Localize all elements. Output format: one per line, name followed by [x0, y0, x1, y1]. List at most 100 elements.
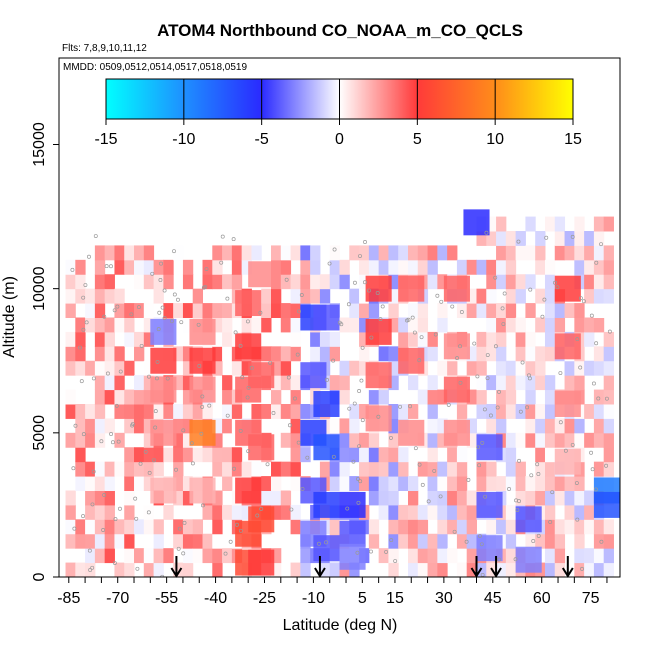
- background-cell: [271, 303, 282, 318]
- background-cell: [241, 317, 252, 333]
- colorbar: -15 -10 -5 0 5 10 15: [94, 78, 582, 148]
- background-cell: [574, 562, 585, 577]
- background-cell: [535, 360, 546, 376]
- background-cell: [574, 216, 585, 232]
- background-cell: [544, 418, 556, 434]
- background-cell: [486, 259, 497, 275]
- track-point: [220, 234, 225, 239]
- background-cell: [603, 259, 614, 275]
- x-tick-label: -55: [155, 590, 178, 607]
- background-cell: [94, 548, 106, 564]
- background-cell: [447, 548, 458, 564]
- background-cell: [143, 504, 155, 520]
- background-cell: [388, 346, 399, 362]
- background-cell: [496, 317, 507, 333]
- data-cell: [150, 477, 177, 504]
- background-cell: [182, 303, 194, 318]
- track-point: [375, 290, 380, 295]
- track-point: [162, 316, 167, 321]
- background-cell: [182, 418, 194, 434]
- background-cell: [437, 317, 448, 333]
- background-cell: [231, 259, 243, 275]
- track-point: [102, 314, 107, 319]
- arrow-head: [314, 567, 326, 578]
- background-cell: [222, 331, 233, 347]
- data-cell: [339, 491, 366, 518]
- background-cell: [182, 259, 194, 275]
- background-cell: [515, 490, 526, 506]
- background-cell: [124, 504, 135, 520]
- background-cell: [124, 447, 135, 463]
- background-cell: [564, 375, 575, 391]
- background-cell: [515, 317, 526, 333]
- background-cell: [554, 562, 566, 577]
- track-point: [81, 514, 85, 519]
- background-cell: [505, 504, 517, 520]
- background-cell: [603, 519, 614, 535]
- background-cell: [378, 548, 389, 564]
- background-cell: [134, 476, 145, 491]
- background-cell: [241, 504, 252, 520]
- background-cell: [466, 288, 477, 304]
- track-point: [90, 502, 95, 507]
- background-cell: [456, 404, 468, 419]
- track-point: [419, 335, 424, 340]
- track-point: [200, 404, 205, 409]
- background-cell: [290, 331, 301, 347]
- track-point: [118, 369, 123, 374]
- background-cell: [535, 476, 546, 491]
- background-cell: [554, 231, 566, 246]
- background-cell: [584, 404, 595, 419]
- track-point: [513, 557, 518, 562]
- background-cell: [388, 447, 399, 463]
- background-cell: [417, 562, 429, 577]
- background-cell: [496, 346, 507, 362]
- background-cell: [104, 533, 115, 549]
- background-cell: [251, 404, 262, 419]
- background-cell: [544, 476, 556, 491]
- background-cell: [75, 533, 86, 549]
- background-cell: [359, 476, 370, 491]
- background-cell: [65, 562, 76, 577]
- background-cell: [427, 274, 438, 290]
- background-cell: [290, 519, 301, 535]
- background-cell: [222, 389, 233, 405]
- background-cell: [75, 317, 86, 333]
- track-point: [458, 380, 463, 385]
- track-point: [157, 310, 162, 315]
- background-cell: [143, 259, 155, 275]
- background-cell: [427, 346, 438, 362]
- background-cell: [300, 562, 311, 577]
- background-cell: [104, 360, 115, 376]
- background-cell: [378, 259, 389, 275]
- track-point: [174, 467, 178, 472]
- data-cell: [515, 546, 542, 573]
- track-point: [201, 503, 205, 508]
- background-cell: [85, 432, 96, 448]
- track-point: [482, 407, 487, 412]
- track-point: [113, 517, 118, 522]
- background-cell: [182, 389, 194, 405]
- background-cell: [339, 375, 350, 391]
- background-cell: [85, 504, 96, 520]
- background-cell: [319, 562, 331, 577]
- data-cell: [313, 304, 340, 331]
- background-cell: [349, 288, 360, 304]
- background-cell: [114, 562, 125, 577]
- background-cell: [339, 461, 350, 477]
- background-cell: [466, 389, 477, 405]
- background-cell: [603, 303, 614, 318]
- track-point: [225, 413, 230, 418]
- data-cell: [235, 477, 262, 504]
- background-cell: [544, 432, 556, 448]
- background-cell: [290, 432, 301, 448]
- background-cell: [388, 245, 399, 261]
- background-cell: [505, 303, 517, 318]
- track-point: [249, 365, 254, 370]
- background-cell: [359, 360, 370, 376]
- background-cell: [544, 274, 556, 290]
- background-cell: [603, 375, 614, 391]
- background-cell: [319, 288, 331, 304]
- background-cell: [143, 490, 155, 506]
- background-cell: [407, 303, 419, 318]
